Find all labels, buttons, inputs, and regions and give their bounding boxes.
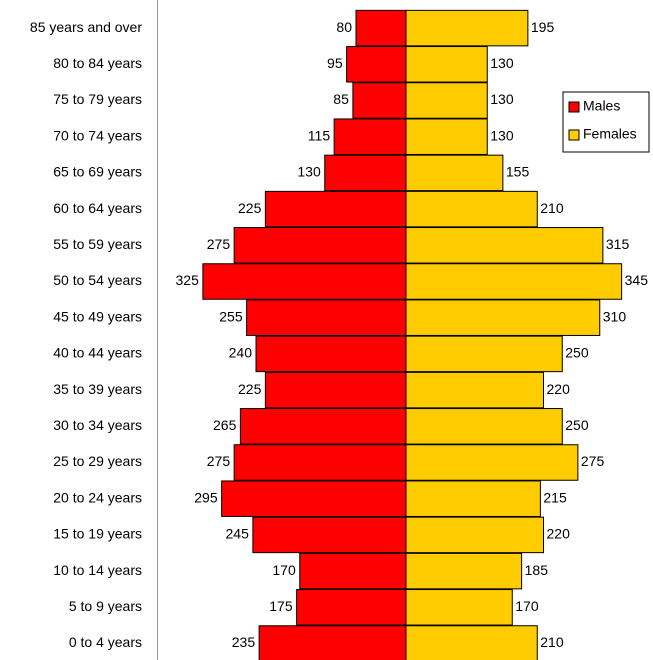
bar: [258, 625, 407, 660]
bar: [405, 118, 488, 155]
category-label: 35 to 39 years: [53, 381, 142, 397]
bar: [405, 299, 601, 336]
bar: [221, 480, 407, 517]
value-label: 245: [226, 526, 250, 542]
value-label: 235: [232, 634, 256, 650]
bar: [202, 263, 407, 300]
value-label: 310: [603, 308, 627, 324]
value-label: 130: [490, 55, 514, 71]
bar: [346, 46, 407, 83]
bar: [299, 552, 407, 590]
bar: [405, 190, 538, 228]
value-label: 215: [543, 489, 567, 505]
value-label: 130: [490, 91, 514, 107]
legend-label: Females: [583, 126, 637, 142]
category-label: 85 years and over: [30, 19, 142, 35]
category-label: 45 to 49 years: [53, 308, 142, 324]
value-label: 220: [547, 526, 571, 542]
value-label: 275: [207, 453, 231, 469]
bar: [405, 516, 544, 554]
bar: [252, 516, 407, 554]
legend-label: Males: [583, 98, 620, 114]
value-label: 250: [565, 417, 589, 433]
bar: [405, 480, 541, 517]
value-label: 85: [333, 91, 349, 107]
value-label: 345: [625, 272, 649, 288]
category-label: 30 to 34 years: [53, 417, 142, 433]
category-label: 55 to 59 years: [53, 236, 142, 252]
value-label: 265: [213, 417, 237, 433]
bar: [405, 371, 544, 409]
bar: [246, 299, 407, 336]
bar: [355, 9, 407, 47]
value-label: 225: [238, 381, 262, 397]
bar: [264, 190, 407, 228]
value-label: 295: [194, 489, 218, 505]
bar: [233, 444, 407, 481]
bar: [333, 118, 407, 155]
category-label: 80 to 84 years: [53, 55, 142, 71]
bar: [255, 335, 407, 373]
value-label: 250: [565, 345, 589, 361]
category-label: 75 to 79 years: [53, 91, 142, 107]
bar: [405, 589, 513, 626]
bar: [405, 444, 579, 481]
value-label: 195: [531, 19, 555, 35]
value-label: 210: [540, 200, 564, 216]
category-label: 25 to 29 years: [53, 453, 142, 469]
bar: [405, 625, 538, 660]
category-label: 70 to 74 years: [53, 127, 142, 143]
category-label: 15 to 19 years: [53, 526, 142, 542]
value-label: 255: [219, 308, 243, 324]
category-label: 65 to 69 years: [53, 164, 142, 180]
value-label: 130: [490, 127, 514, 143]
category-label: 10 to 14 years: [53, 562, 142, 578]
legend-swatch: [568, 101, 580, 113]
bar: [233, 227, 407, 264]
bar: [405, 154, 504, 192]
value-label: 155: [506, 164, 530, 180]
value-label: 210: [540, 634, 564, 650]
bar: [296, 589, 407, 626]
plot-area: [157, 0, 158, 660]
category-label: 60 to 64 years: [53, 200, 142, 216]
category-label: 50 to 54 years: [53, 272, 142, 288]
bar: [324, 154, 407, 192]
value-label: 275: [207, 236, 231, 252]
category-label: 5 to 9 years: [69, 598, 142, 614]
value-label: 130: [297, 164, 321, 180]
value-label: 315: [606, 236, 630, 252]
bar: [405, 227, 604, 264]
value-label: 220: [547, 381, 571, 397]
bar: [405, 408, 563, 445]
value-label: 325: [176, 272, 200, 288]
bar: [239, 408, 407, 445]
bar: [405, 552, 523, 590]
value-label: 175: [269, 598, 293, 614]
bar: [405, 46, 488, 83]
bar: [405, 263, 623, 300]
category-label: 20 to 24 years: [53, 489, 142, 505]
bar: [352, 82, 407, 119]
value-label: 170: [272, 562, 296, 578]
value-label: 185: [525, 562, 549, 578]
value-label: 95: [327, 55, 343, 71]
value-label: 170: [515, 598, 539, 614]
bar: [405, 82, 488, 119]
value-label: 225: [238, 200, 262, 216]
value-label: 115: [308, 127, 331, 143]
bar: [405, 9, 529, 47]
bar: [264, 371, 407, 409]
value-label: 80: [336, 19, 352, 35]
category-label: 0 to 4 years: [69, 634, 142, 650]
legend-swatch: [568, 129, 580, 141]
category-label: 40 to 44 years: [53, 345, 142, 361]
value-label: 240: [229, 345, 253, 361]
bar: [405, 335, 563, 373]
value-label: 275: [581, 453, 605, 469]
